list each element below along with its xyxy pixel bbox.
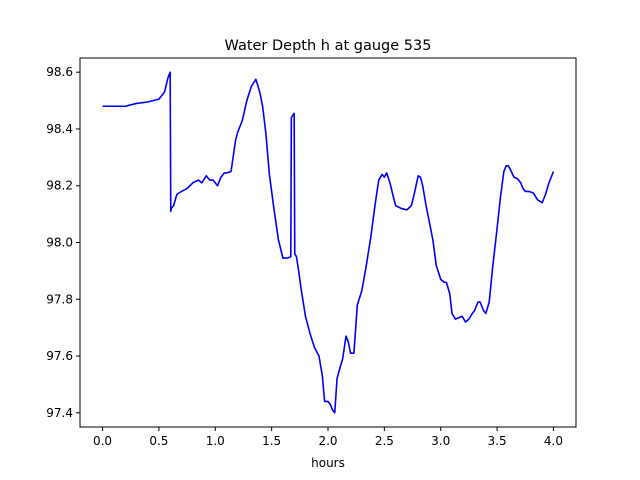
- y-tick-label: 98.4: [46, 122, 73, 136]
- y-tick-label: 98.6: [46, 65, 73, 79]
- chart-title: Water Depth h at gauge 535: [225, 38, 432, 54]
- y-tick-label: 98.2: [46, 179, 73, 193]
- x-axis: 0.0 0.5 1.0 1.5 2.0 2.5 3.0 3.5 4.0: [93, 427, 563, 448]
- x-tick-label: 2.0: [318, 434, 337, 448]
- y-tick-label: 97.4: [46, 406, 73, 420]
- y-tick-label: 97.8: [46, 292, 73, 306]
- x-tick-label: 4.0: [544, 434, 563, 448]
- y-axis: 97.4 97.6 97.8 98.0 98.2 98.4 98.6: [46, 65, 80, 420]
- x-tick-label: 1.0: [206, 434, 225, 448]
- series-line: [102, 71, 555, 414]
- x-axis-label: hours: [311, 456, 345, 470]
- x-tick-label: 3.0: [431, 434, 450, 448]
- x-tick-label: 1.5: [262, 434, 281, 448]
- plot-frame: [79, 57, 577, 428]
- y-tick-label: 98.0: [46, 236, 73, 250]
- x-tick-label: 0.5: [149, 434, 168, 448]
- y-tick-label: 97.6: [46, 349, 73, 363]
- x-tick-label: 2.5: [375, 434, 394, 448]
- x-tick-label: 0.0: [93, 434, 112, 448]
- plot-series: [102, 71, 555, 414]
- x-tick-label: 3.5: [488, 434, 507, 448]
